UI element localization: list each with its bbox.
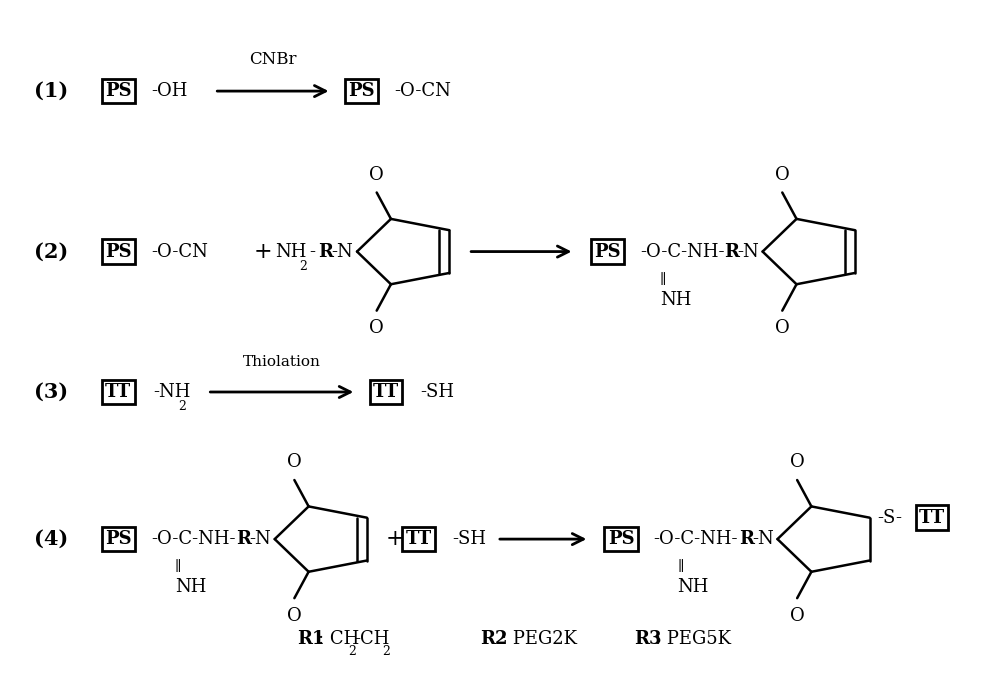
Text: TT: TT xyxy=(919,508,945,527)
Text: -SH: -SH xyxy=(452,530,486,548)
Text: -OH: -OH xyxy=(151,82,187,100)
Text: 2: 2 xyxy=(178,400,186,413)
Text: O: O xyxy=(775,166,790,184)
Text: TT: TT xyxy=(105,383,131,401)
Text: PS: PS xyxy=(348,82,374,100)
Text: R: R xyxy=(236,530,251,548)
Text: NH: NH xyxy=(275,242,306,261)
Text: 2: 2 xyxy=(382,645,390,658)
Text: +: + xyxy=(254,240,273,263)
Text: -CH: -CH xyxy=(354,630,390,649)
Text: -N: -N xyxy=(331,242,353,261)
Text: -S-: -S- xyxy=(878,508,903,527)
Text: NH: NH xyxy=(678,578,709,596)
Text: : PEG2K: : PEG2K xyxy=(501,630,577,649)
Text: R1: R1 xyxy=(297,630,324,649)
Text: 2: 2 xyxy=(348,645,356,658)
Text: O: O xyxy=(790,607,805,625)
Text: R2: R2 xyxy=(480,630,508,649)
Text: R: R xyxy=(739,530,754,548)
Text: ∥: ∥ xyxy=(678,560,684,574)
Text: (2): (2) xyxy=(34,242,68,261)
Text: 2: 2 xyxy=(300,260,308,273)
Text: -NH: -NH xyxy=(153,383,190,401)
Text: O: O xyxy=(790,454,805,471)
Text: (3): (3) xyxy=(34,382,68,402)
Text: PS: PS xyxy=(105,530,132,548)
Text: -SH: -SH xyxy=(421,383,455,401)
Text: -O-C-NH-: -O-C-NH- xyxy=(640,242,724,261)
Text: -O-C-NH-: -O-C-NH- xyxy=(654,530,738,548)
Text: +: + xyxy=(386,528,405,550)
Text: R3: R3 xyxy=(634,630,661,649)
Text: (4): (4) xyxy=(34,529,68,549)
Text: O: O xyxy=(287,454,302,471)
Text: O: O xyxy=(287,607,302,625)
Text: ∥: ∥ xyxy=(660,273,666,286)
Text: TT: TT xyxy=(373,383,399,401)
Text: TT: TT xyxy=(406,530,432,548)
Text: PS: PS xyxy=(105,82,132,100)
Text: -: - xyxy=(310,242,316,261)
Text: -N: -N xyxy=(249,530,271,548)
Text: Thiolation: Thiolation xyxy=(243,355,321,368)
Text: NH: NH xyxy=(175,578,206,596)
Text: R: R xyxy=(319,242,334,261)
Text: CNBr: CNBr xyxy=(249,51,297,68)
Text: -O-CN: -O-CN xyxy=(394,82,451,100)
Text: -N: -N xyxy=(752,530,774,548)
Text: -N: -N xyxy=(737,242,759,261)
Text: NH: NH xyxy=(660,290,691,309)
Text: ∥: ∥ xyxy=(175,560,181,574)
Text: : PEG5K: : PEG5K xyxy=(655,630,731,649)
Text: O: O xyxy=(369,166,384,184)
Text: PS: PS xyxy=(608,530,634,548)
Text: PS: PS xyxy=(594,242,620,261)
Text: -O-CN: -O-CN xyxy=(151,242,208,261)
Text: O: O xyxy=(369,320,384,337)
Text: (1): (1) xyxy=(34,81,68,101)
Text: O: O xyxy=(775,320,790,337)
Text: : CH: : CH xyxy=(318,630,359,649)
Text: -O-C-NH-: -O-C-NH- xyxy=(151,530,235,548)
Text: PS: PS xyxy=(105,242,132,261)
Text: R: R xyxy=(724,242,739,261)
